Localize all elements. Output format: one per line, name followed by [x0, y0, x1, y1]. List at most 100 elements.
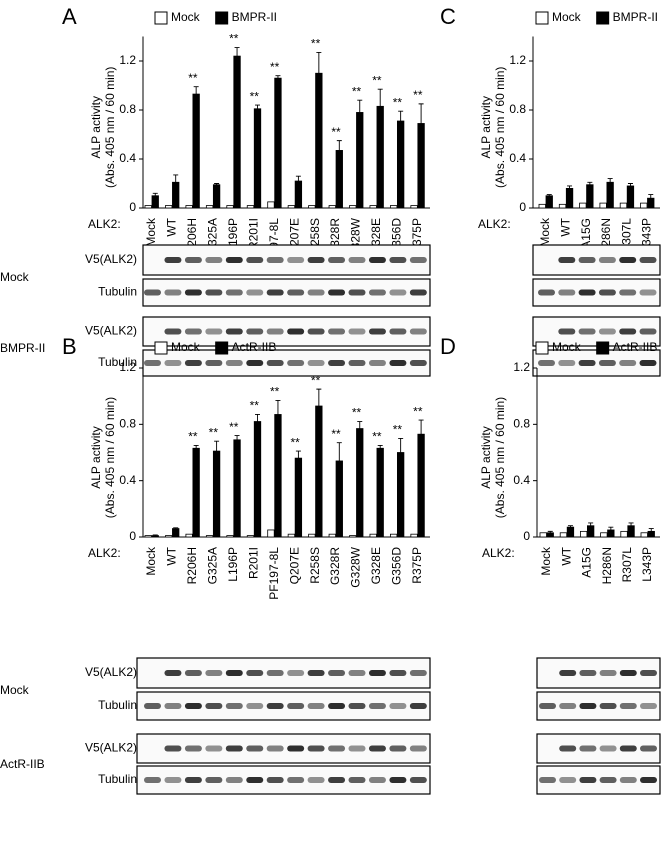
blot-band [389, 703, 407, 709]
x-tick-label: L343P [640, 547, 654, 582]
bar [212, 184, 221, 209]
significance-label: ** [372, 430, 382, 444]
blot-band [599, 777, 617, 783]
blot-band [389, 360, 407, 366]
x-tick-label: Mock [539, 546, 553, 576]
blot-band [409, 257, 427, 263]
significance-label: ** [270, 60, 280, 74]
blot-band [266, 670, 284, 676]
bar [212, 450, 221, 538]
bar [328, 205, 336, 209]
x-tick-label: WT [559, 546, 573, 565]
x-tick-label: G356D [390, 547, 404, 585]
significance-label: ** [393, 95, 403, 109]
blot-band [307, 328, 325, 335]
blot-band [225, 703, 243, 709]
bar [558, 203, 567, 209]
panel-letter: A [62, 4, 77, 29]
y-tick-label: 0.8 [513, 417, 530, 431]
blot-band [164, 328, 182, 335]
blot-band [598, 289, 616, 296]
x-tick-label: Mock [144, 546, 158, 576]
blot-band [619, 745, 637, 752]
y-tick-label: 1.2 [119, 360, 136, 374]
blot-band [389, 289, 407, 296]
error-bar [607, 178, 613, 183]
error-bar [152, 534, 158, 536]
error-bar [398, 437, 404, 453]
error-bar [234, 435, 240, 440]
blot-band [640, 703, 657, 709]
x-tick-label: R375P [410, 547, 424, 584]
bar [619, 202, 628, 209]
error-bar [588, 522, 594, 526]
bar [246, 205, 255, 209]
bar [600, 532, 608, 538]
blot-row-label: V5(ALK2) [85, 741, 137, 755]
x-axis-label: ALK2: [88, 217, 121, 231]
blot-band [328, 670, 346, 676]
legend-label: Mock [171, 340, 201, 354]
blot-band [409, 745, 427, 752]
legend-swatch [215, 11, 229, 25]
blot-band [348, 257, 366, 263]
blot-band [184, 328, 202, 335]
blot-band [599, 745, 617, 752]
bar [606, 181, 614, 209]
bar [566, 526, 575, 538]
bar [546, 532, 554, 538]
significance-label: ** [311, 373, 321, 387]
y-tick-label: 0.8 [509, 102, 526, 116]
bar [410, 205, 418, 209]
blot-band [144, 703, 161, 709]
error-bar [357, 99, 363, 113]
bar [349, 205, 357, 209]
blot-band [368, 670, 386, 676]
y-tick-label: 0 [519, 200, 526, 214]
bar [294, 457, 303, 538]
blot-panel [536, 691, 661, 721]
error-bar [357, 421, 363, 429]
x-tick-label: H286N [600, 547, 614, 584]
bar [389, 205, 398, 209]
bar [369, 533, 377, 538]
bar [356, 428, 364, 538]
y-tick-label: 0 [129, 529, 136, 543]
blot-band [409, 703, 427, 709]
blot-band [287, 745, 305, 752]
blot-band [558, 328, 576, 335]
bar [253, 108, 262, 209]
blot-band [328, 777, 346, 783]
bar [538, 203, 546, 209]
legend-swatch [596, 341, 610, 355]
y-axis-label: ALP activity [479, 96, 493, 158]
legend-label: Mock [171, 10, 201, 24]
bar [151, 195, 159, 209]
blot-band [246, 745, 264, 752]
error-bar [214, 440, 220, 452]
blot-band [558, 360, 576, 366]
blot-row-label: Tubulin [98, 355, 137, 369]
blot-band [348, 328, 366, 335]
blot-band [348, 670, 366, 676]
blot-panel [532, 316, 661, 347]
y-axis-label: ALP activity [479, 426, 493, 488]
x-tick-label: L196P [226, 218, 240, 253]
bar [315, 405, 323, 538]
x-tick-label: PF197-8L [267, 547, 281, 600]
x-tick-label: Q207E [287, 547, 301, 584]
blot-band [266, 360, 284, 366]
legend-swatch [535, 341, 549, 355]
blot-band [184, 777, 202, 783]
blot-band [579, 670, 597, 676]
bar [274, 414, 282, 538]
blot-band [246, 703, 264, 709]
blot-band [328, 289, 346, 296]
bar [308, 205, 316, 209]
error-bar [214, 183, 220, 185]
blot-band [639, 360, 657, 366]
error-bar [316, 388, 322, 407]
blot-band [164, 257, 182, 263]
bar [144, 205, 152, 209]
x-tick-label: R258S [308, 547, 322, 584]
